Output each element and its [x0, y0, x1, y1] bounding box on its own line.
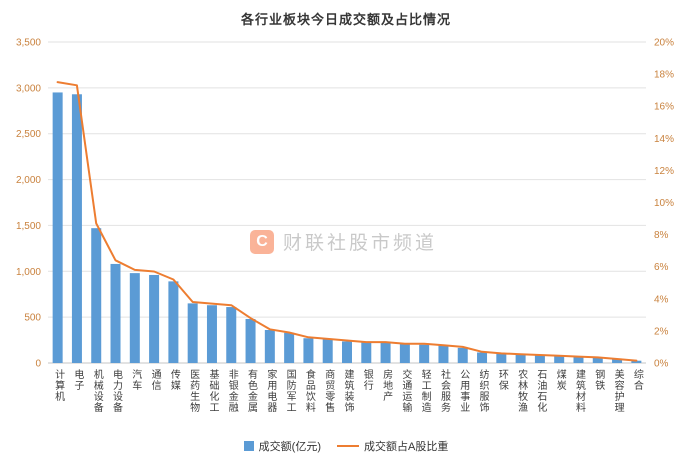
- volume-bar: [245, 318, 256, 363]
- volume-bar: [477, 352, 488, 363]
- volume-bar: [534, 354, 545, 363]
- volume-bar: [129, 273, 140, 363]
- category-label: 美容护理: [612, 369, 624, 413]
- category-label: 房地产: [380, 369, 392, 402]
- volume-bar: [303, 338, 314, 363]
- volume-bar: [438, 345, 449, 363]
- y-axis-label-right: 8%: [654, 230, 669, 241]
- category-label: 环保: [496, 369, 508, 391]
- volume-bar: [149, 274, 160, 363]
- category-label: 有色金属: [245, 369, 257, 413]
- legend-item-ratio: 成交额占A股比重: [336, 438, 449, 454]
- y-axis-label-left: 1,000: [16, 267, 41, 278]
- legend-ratio-label: 成交额占A股比重: [363, 441, 449, 453]
- y-axis-label-left: 3,500: [16, 38, 41, 49]
- category-label: 交通运输: [399, 369, 411, 413]
- y-axis-label-right: 10%: [654, 198, 674, 209]
- category-label: 社会服务: [438, 369, 450, 413]
- legend-volume-label: 成交额(亿元): [258, 441, 321, 453]
- y-axis-label-right: 16%: [654, 102, 674, 113]
- volume-bar: [110, 263, 121, 363]
- volume-bar: [206, 305, 217, 363]
- category-label: 电力设备: [110, 369, 122, 413]
- category-label: 钢铁: [592, 369, 604, 391]
- volume-bar: [342, 341, 352, 363]
- legend-bar-swatch: [243, 441, 254, 451]
- category-label: 农林牧渔: [515, 369, 527, 413]
- y-axis-label-right: 2%: [654, 326, 669, 337]
- volume-bar: [91, 228, 102, 363]
- volume-bar: [168, 281, 179, 363]
- legend-line-swatch: [336, 445, 359, 447]
- volume-bar: [496, 353, 507, 363]
- category-label: 传媒: [168, 369, 180, 391]
- cailianshe-logo-icon: C: [250, 229, 274, 254]
- watermark: C 财联社股市频道: [250, 228, 437, 255]
- category-label: 国防军工: [284, 369, 296, 413]
- category-label: 基础化工: [206, 369, 218, 413]
- category-label: 医药生物: [187, 369, 199, 413]
- y-axis-label-right: 18%: [654, 70, 674, 81]
- chart-title: 各行业板块今日成交额及占比情况: [240, 12, 451, 27]
- chart-legend: 成交额(亿元) 成交额占A股比重: [0, 438, 692, 454]
- watermark-text: 财联社股市频道: [283, 233, 438, 254]
- volume-bar: [419, 344, 430, 363]
- volume-bar: [52, 92, 63, 363]
- category-label: 轻工制造: [419, 369, 431, 413]
- category-label: 综合: [631, 369, 643, 391]
- category-label: 公用事业: [457, 369, 469, 413]
- category-label: 建筑材料: [573, 369, 585, 413]
- category-label: 汽车: [129, 369, 141, 391]
- volume-bar: [592, 357, 603, 363]
- category-label: 煤炭: [554, 369, 566, 391]
- category-label: 建筑装饰: [342, 369, 353, 413]
- volume-bar: [226, 307, 237, 363]
- volume-bar: [322, 339, 333, 363]
- legend-item-volume: 成交额(亿元): [243, 438, 321, 454]
- y-axis-label-right: 4%: [654, 294, 669, 305]
- y-axis-label-right: 14%: [654, 134, 674, 145]
- category-label: 银行: [361, 369, 373, 391]
- category-label: 纺织服饰: [477, 369, 489, 413]
- volume-bar: [399, 343, 410, 363]
- category-label: 机械设备: [91, 369, 103, 413]
- volume-bar: [554, 356, 565, 363]
- volume-bar: [457, 347, 468, 363]
- category-label: 计算机: [52, 369, 64, 402]
- category-label: 石油石化: [534, 369, 546, 413]
- y-axis-label-left: 2,500: [16, 129, 41, 140]
- category-label: 食品饮料: [303, 369, 315, 413]
- volume-bar: [573, 356, 584, 363]
- y-axis-label-right: 6%: [654, 262, 669, 273]
- volume-bar: [284, 332, 295, 363]
- volume-bar: [631, 360, 642, 363]
- ratio-line: [56, 81, 638, 362]
- y-axis-label-left: 2,000: [16, 175, 41, 186]
- y-axis-label-right: 0%: [654, 359, 669, 370]
- y-axis-label-right: 12%: [654, 166, 674, 177]
- volume-bar: [515, 354, 526, 363]
- volume-bar: [380, 342, 391, 363]
- category-label: 商贸零售: [322, 369, 334, 413]
- y-axis-label-left: 500: [24, 313, 41, 324]
- category-label: 通信: [149, 369, 161, 391]
- volume-bar: [264, 329, 275, 363]
- y-axis-label-right: 20%: [654, 38, 674, 49]
- category-label: 电子: [71, 369, 83, 391]
- volume-bar: [612, 358, 623, 363]
- volume-bar: [361, 342, 372, 363]
- y-axis-label-left: 1,500: [16, 221, 41, 232]
- volume-bar: [187, 303, 198, 363]
- category-label: 家用电器: [264, 369, 276, 413]
- volume-bar: [71, 94, 82, 363]
- y-axis-label-left: 3,000: [16, 83, 41, 94]
- category-label: 非银金融: [226, 369, 238, 413]
- chart-plot-area: 0 500 1,000 1,500 2,000 2,500 3,000 3,500 0% 2% 4%…: [16, 38, 674, 370]
- y-axis-label-left: 0: [35, 359, 41, 370]
